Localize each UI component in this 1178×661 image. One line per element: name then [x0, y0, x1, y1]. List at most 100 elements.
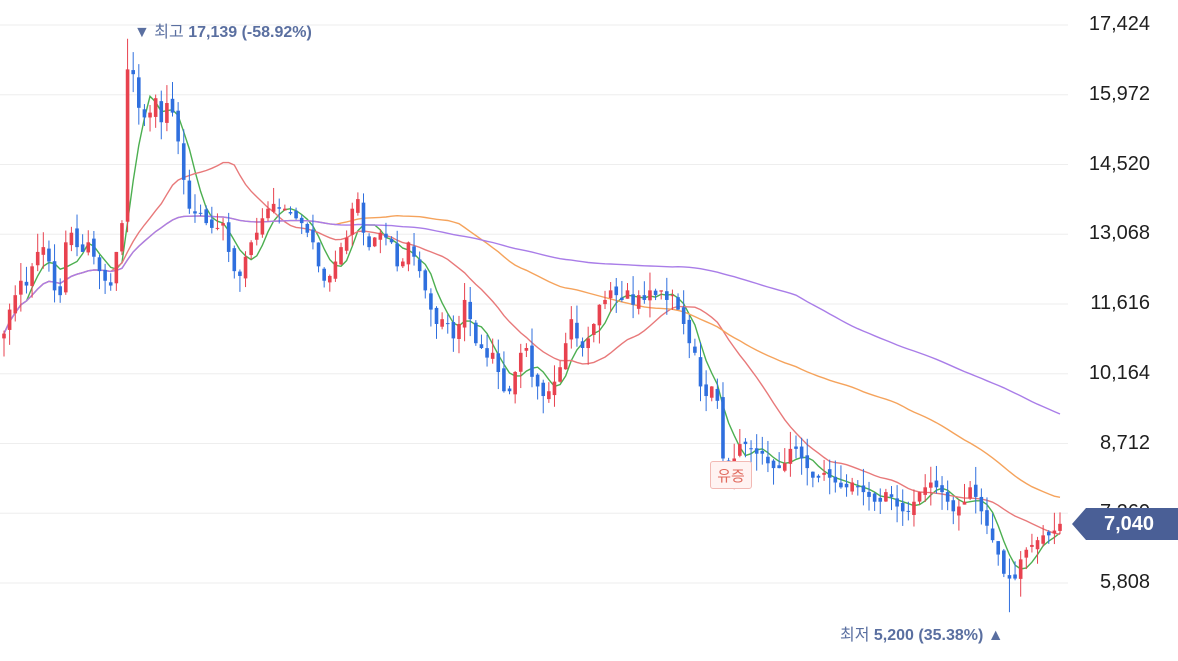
- candle-body: [181, 143, 186, 180]
- low-label-text: 최저: [840, 627, 870, 644]
- candle-body: [541, 382, 546, 397]
- candle-body: [350, 208, 355, 235]
- candle-body: [884, 492, 888, 502]
- candle-body: [327, 275, 332, 283]
- candle-body: [417, 259, 422, 272]
- candle-body: [766, 456, 770, 464]
- y-tick-label: 17,424: [1088, 13, 1150, 35]
- candle-body: [777, 465, 781, 469]
- candle-body: [608, 290, 613, 299]
- candle-body: [709, 386, 714, 398]
- candle-body: [749, 448, 753, 450]
- candle-body: [311, 229, 315, 243]
- candle-body: [794, 446, 798, 449]
- candle-body: [479, 344, 484, 349]
- candle-body: [968, 487, 972, 499]
- candle-body: [187, 180, 192, 209]
- candle-body: [434, 307, 439, 324]
- candle-body: [524, 348, 529, 351]
- candle-body: [7, 309, 12, 330]
- candle-body: [973, 484, 978, 497]
- candle-body: [389, 239, 394, 243]
- candle-body: [406, 242, 411, 265]
- candle-body: [283, 208, 287, 211]
- candle-body: [917, 492, 922, 502]
- candle-body: [333, 261, 338, 279]
- candle-body: [2, 333, 6, 339]
- candle-body: [137, 77, 141, 108]
- candle-body: [13, 295, 18, 314]
- candle-body: [945, 492, 950, 502]
- candle-body: [738, 444, 742, 456]
- candle-body: [260, 218, 265, 235]
- candle-body: [951, 500, 956, 512]
- candle-body: [462, 299, 467, 328]
- y-tick-label: 14,520: [1088, 152, 1150, 175]
- candle-body: [591, 323, 596, 335]
- candle-body: [440, 319, 444, 327]
- candle-body: [153, 98, 158, 117]
- candle-body: [24, 281, 29, 286]
- candle-body: [221, 223, 225, 226]
- candle-body: [940, 485, 944, 493]
- candle-body: [361, 202, 366, 233]
- candle-body: [75, 228, 79, 248]
- candle-body: [681, 307, 686, 324]
- candle-body: [799, 446, 804, 459]
- candle-body: [659, 290, 663, 292]
- candle-body: [530, 345, 534, 377]
- candle-body: [687, 319, 692, 344]
- candle-body: [625, 290, 630, 299]
- candle-body: [86, 242, 91, 253]
- candle-body: [204, 209, 209, 224]
- candle-body: [210, 219, 214, 228]
- candle-body: [850, 482, 854, 492]
- up-triangle-icon: ▲: [987, 627, 1004, 644]
- candle-body: [215, 227, 220, 229]
- candle-body: [670, 295, 675, 297]
- candle-body: [165, 103, 169, 123]
- candle-body: [114, 251, 119, 284]
- rights-offering-badge[interactable]: 유증: [710, 461, 752, 489]
- candle-body: [316, 242, 321, 267]
- y-tick-label: 11,616: [1090, 292, 1150, 314]
- candle-body: [603, 299, 607, 305]
- candle-body: [855, 486, 860, 488]
- candle-body: [254, 232, 259, 240]
- candle-body: [929, 482, 933, 488]
- candle-body: [468, 301, 473, 320]
- candle-body: [575, 322, 579, 339]
- candle-body: [41, 247, 46, 255]
- candle-body: [513, 372, 517, 395]
- low-price-label: 최저 5,200 (35.38%) ▲: [840, 621, 1004, 645]
- candle-body: [238, 271, 242, 276]
- candle-body: [507, 388, 512, 392]
- candle-body: [861, 485, 866, 493]
- candle-body: [412, 246, 416, 257]
- candle-body: [148, 112, 152, 118]
- candle-body: [1030, 544, 1034, 547]
- candle-body: [1041, 535, 1045, 544]
- candle-body: [1046, 531, 1051, 536]
- candle-body: [226, 222, 231, 252]
- candle-body: [586, 338, 590, 349]
- y-tick-label: 15,972: [1088, 82, 1150, 105]
- candle-body: [395, 243, 399, 267]
- candle-body: [934, 480, 939, 488]
- candle-body: [193, 211, 197, 214]
- candle-body: [844, 483, 849, 488]
- candle-body: [563, 343, 568, 370]
- candle-body: [277, 207, 282, 209]
- candle-body: [58, 286, 62, 296]
- candle-body: [47, 248, 51, 262]
- candle-body: [811, 471, 815, 478]
- candle-body: [125, 69, 130, 222]
- candle-body: [962, 501, 967, 505]
- candle-body: [1013, 574, 1017, 579]
- candle-body: [159, 101, 164, 123]
- candle-body: [490, 352, 495, 359]
- candle-body: [704, 384, 708, 397]
- candle-body: [69, 232, 74, 246]
- candle-body: [985, 510, 989, 526]
